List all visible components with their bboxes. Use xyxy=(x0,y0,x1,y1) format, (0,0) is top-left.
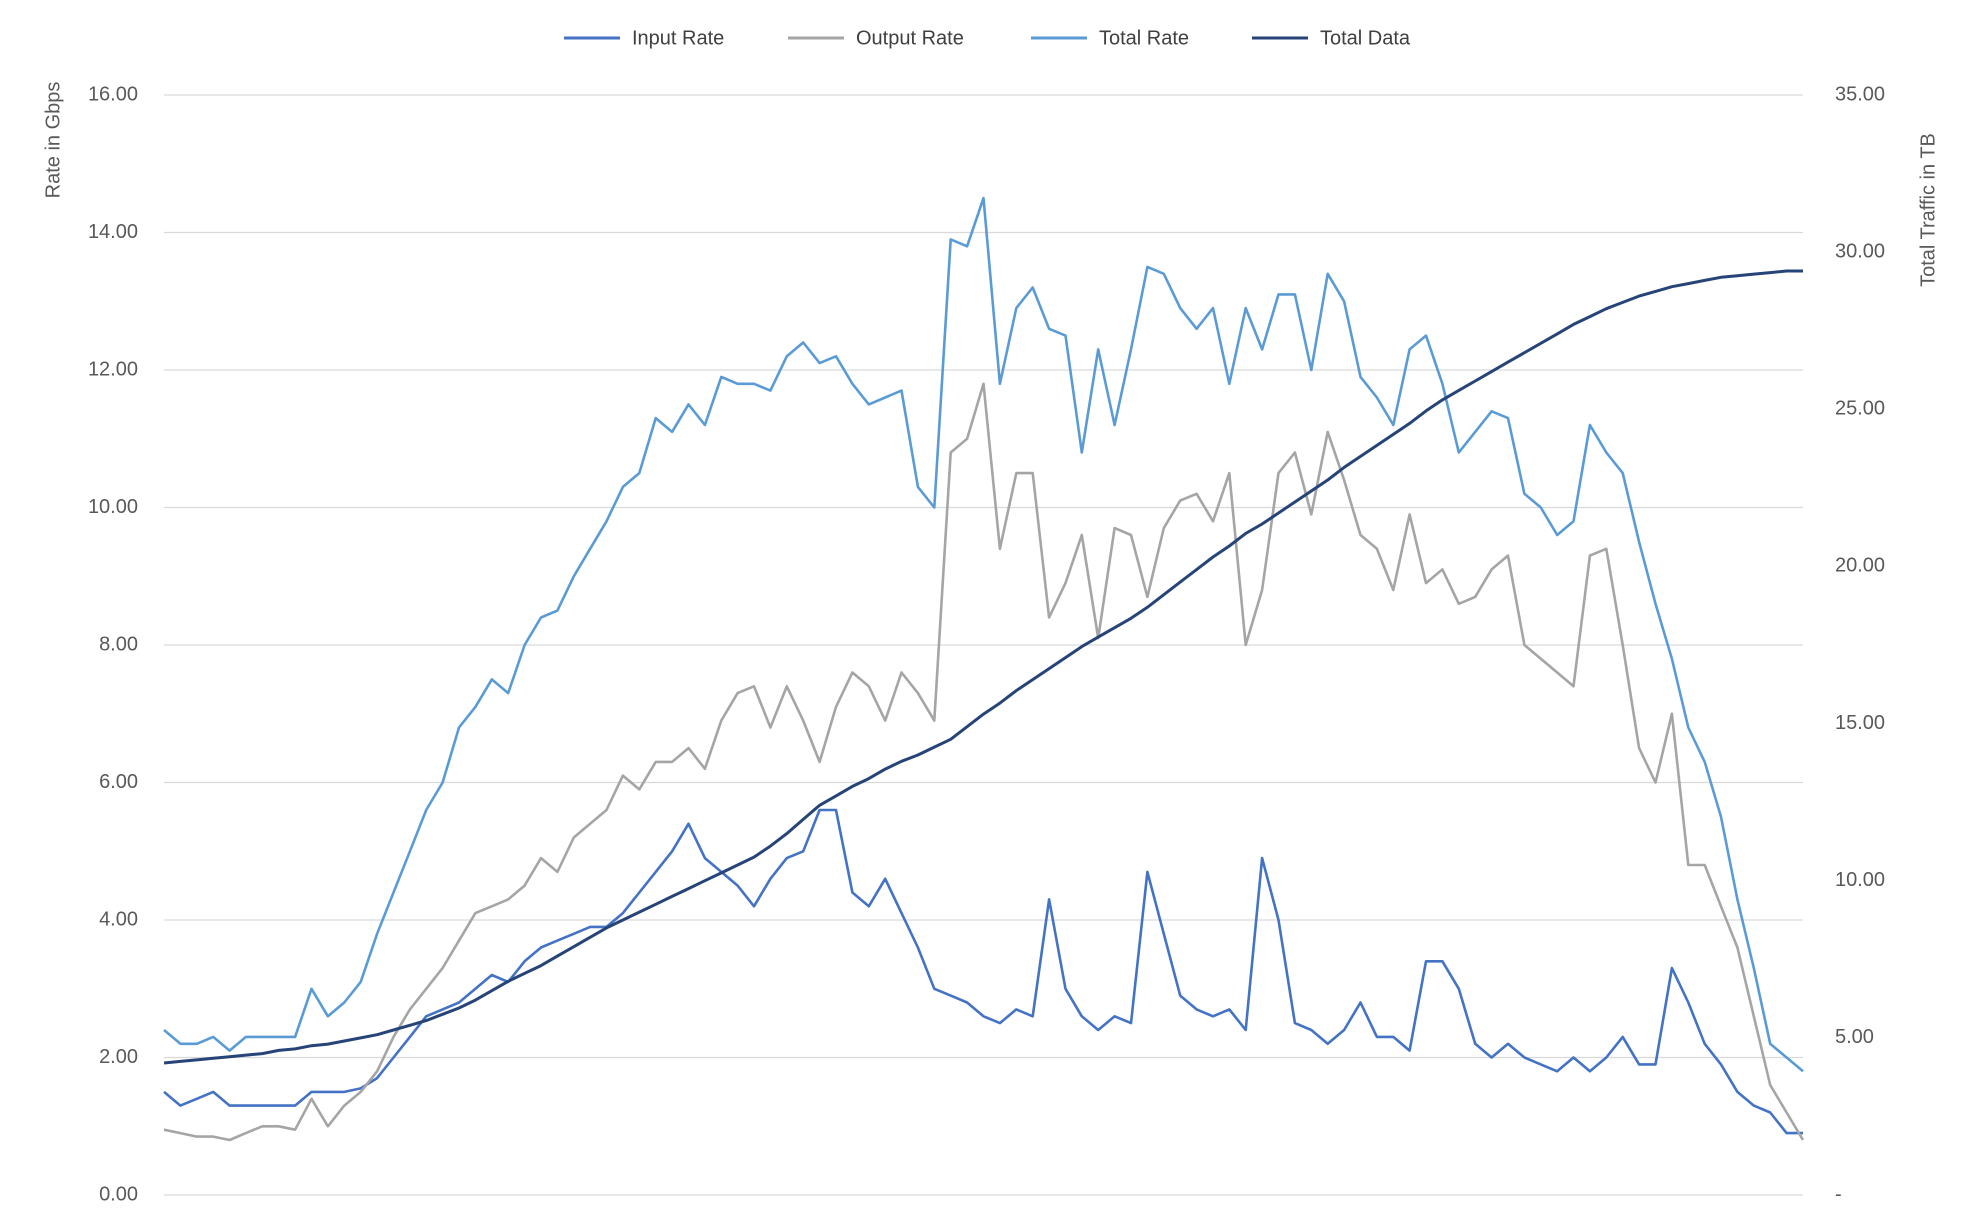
legend: Input Rate Output Rate Total Rate Total Dat… xyxy=(564,27,1411,49)
legend-label: Total Rate xyxy=(1099,27,1189,49)
series-line xyxy=(163,269,1803,1065)
y-tick-label: 16.00 xyxy=(88,83,138,105)
y-axis-title: Rate in Gbps xyxy=(42,82,64,199)
y2-axis-title: Total Traffic in TB xyxy=(1917,133,1939,287)
y-tick-label: 6.00 xyxy=(99,771,138,793)
y-tick-label: 12.00 xyxy=(88,358,138,380)
y2-tick-label: 15.00 xyxy=(1835,712,1885,734)
y2-tick-label: 25.00 xyxy=(1835,398,1885,420)
series-line xyxy=(163,808,1803,1135)
series-line xyxy=(163,196,1804,1073)
y-tick-label: 0.00 xyxy=(99,1183,138,1205)
y2-tick-label: 10.00 xyxy=(1835,869,1885,891)
legend-label: Input Rate xyxy=(632,27,724,49)
y-tick-label: 8.00 xyxy=(99,633,138,655)
legend-label: Output Rate xyxy=(856,27,964,49)
y-tick-label: 14.00 xyxy=(88,221,138,243)
y2-tick-label: 5.00 xyxy=(1835,1026,1874,1048)
legend-label: Total Data xyxy=(1320,27,1411,49)
y2-tick-label: 30.00 xyxy=(1835,240,1885,262)
y2-tick-label: - xyxy=(1835,1183,1842,1205)
y-tick-label: 10.00 xyxy=(88,496,138,518)
y2-tick-label: 20.00 xyxy=(1835,555,1885,577)
y2-tick-label: 35.00 xyxy=(1835,83,1885,105)
y-tick-label: 2.00 xyxy=(99,1046,138,1068)
y-tick-label: 4.00 xyxy=(99,908,138,930)
series-line xyxy=(163,382,1805,1142)
